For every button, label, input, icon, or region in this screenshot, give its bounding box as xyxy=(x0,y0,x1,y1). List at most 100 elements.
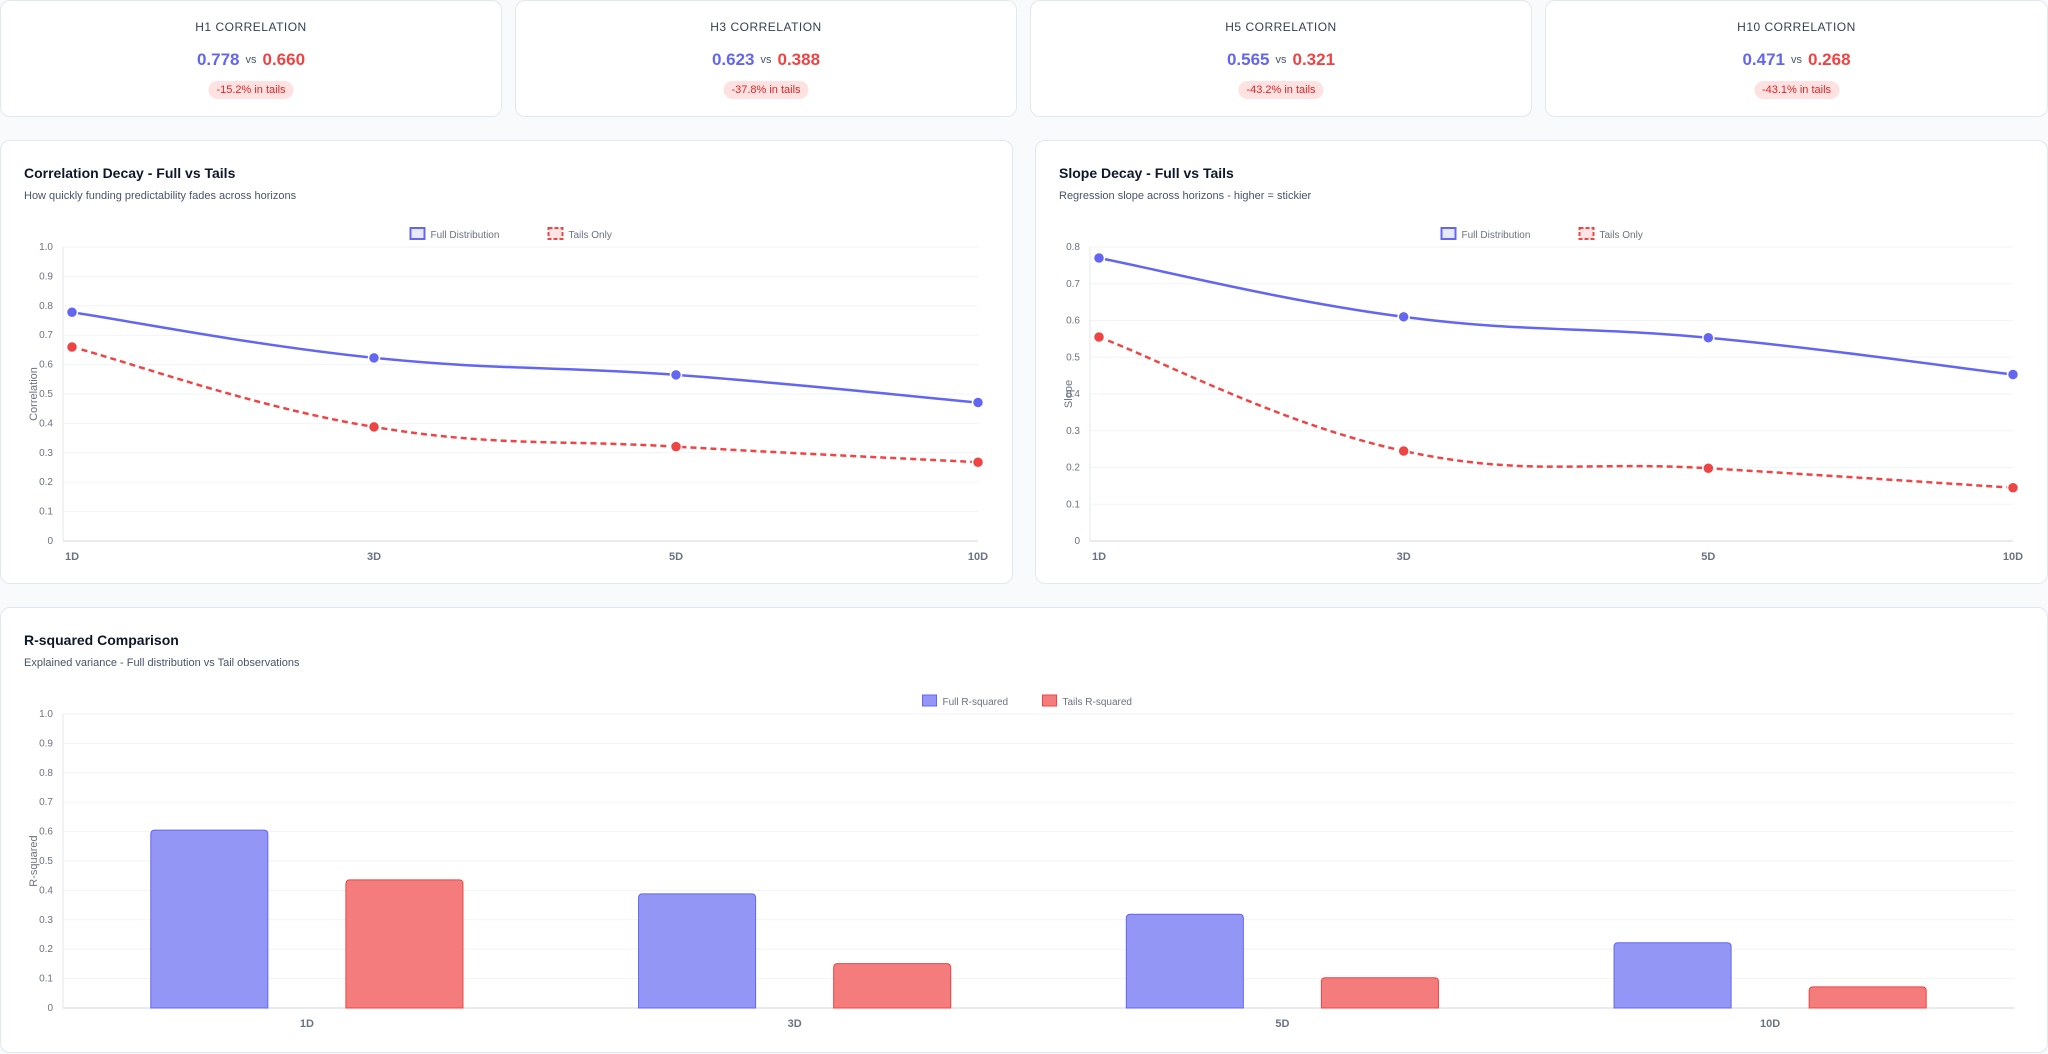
data-point-full xyxy=(669,368,683,382)
data-point-tails xyxy=(1092,330,1106,344)
series-line-tails xyxy=(1098,335,2014,489)
y-tick-label: 0.8 xyxy=(1066,242,1080,253)
y-tick-label: 0.5 xyxy=(1066,352,1080,363)
stat-label: H10 CORRELATION xyxy=(1737,20,1856,34)
stat-values: 0.623 vs 0.388 xyxy=(516,50,1016,70)
legend-label-full: Full Distribution xyxy=(431,230,500,241)
y-tick-label: 0.3 xyxy=(39,448,53,459)
data-point-full xyxy=(65,306,79,319)
stat-change-badge: -37.8% in tails xyxy=(723,81,809,99)
x-tick-label: 1D xyxy=(300,1018,314,1030)
stat-tails-value: 0.268 xyxy=(1808,50,1851,69)
legend-label-tails: Tails Only xyxy=(569,230,612,241)
stat-full-value: 0.471 xyxy=(1742,50,1785,69)
stat-values: 0.565 vs 0.321 xyxy=(1031,50,1531,70)
stat-card-h10: H10 CORRELATION 0.471 vs 0.268 -43.1% in t… xyxy=(1545,0,2048,117)
stat-vs: vs xyxy=(245,54,257,66)
y-tick-label: 0.2 xyxy=(39,944,53,955)
slope-decay-chart: 0 0.1 0.2 0.3 0.4 0.5 0.6 0.7 0.8 1D 3D 5D 10D Slope F… xyxy=(1063,227,2023,563)
y-tick-label: 0.7 xyxy=(1066,279,1080,290)
y-tick-label: 0 xyxy=(1074,536,1080,547)
y-tick-label: 0.9 xyxy=(39,738,53,749)
y-tick-label: 0.8 xyxy=(39,301,53,312)
y-axis-title: Correlation xyxy=(28,367,40,421)
bar-tails xyxy=(345,879,464,1009)
stat-change-badge: -43.2% in tails xyxy=(1238,81,1324,99)
y-tick-label: 1.0 xyxy=(39,242,53,253)
y-tick-label: 0 xyxy=(47,1003,53,1014)
chart-subtitle: Regression slope across horizons - highe… xyxy=(1059,190,1312,202)
chart-title: Correlation Decay - Full vs Tails xyxy=(24,165,236,181)
legend-label-full: Full Distribution xyxy=(1462,230,1531,241)
chart-title: Slope Decay - Full vs Tails xyxy=(1059,165,1234,181)
x-tick-label: 5D xyxy=(1275,1018,1289,1030)
stat-card-h1: H1 CORRELATION 0.778 vs 0.660 -15.2% in ta… xyxy=(0,0,502,117)
data-point-tails xyxy=(971,455,985,469)
bar-tails xyxy=(833,963,952,1009)
series-line-tails xyxy=(71,345,979,464)
stat-card-h5: H5 CORRELATION 0.565 vs 0.321 -43.2% in ta… xyxy=(1030,0,1532,117)
stat-label: H5 CORRELATION xyxy=(1225,20,1337,34)
bar-full xyxy=(150,829,269,1009)
stat-label: H3 CORRELATION xyxy=(710,20,822,34)
chart-subtitle: Explained variance - Full distribution v… xyxy=(24,657,300,669)
x-tick-label: 5D xyxy=(669,551,683,563)
bar-full xyxy=(1125,913,1244,1009)
correlation-decay-chart: 0 0.1 0.2 0.3 0.4 0.5 0.6 0.7 0.8 0.9 1.0 1D 3D 5D 10D… xyxy=(28,227,988,563)
x-tick-label: 3D xyxy=(367,551,381,563)
y-tick-label: 0.9 xyxy=(39,271,53,282)
data-point-full xyxy=(2006,368,2020,381)
data-point-full xyxy=(1092,251,1106,265)
x-tick-label: 10D xyxy=(968,551,988,563)
stat-full-value: 0.623 xyxy=(711,50,755,69)
legend-label-tails: Tails R-squared xyxy=(1063,697,1132,708)
data-point-full xyxy=(971,396,985,409)
y-tick-label: 0.2 xyxy=(39,477,53,488)
stat-vs: vs xyxy=(1275,54,1287,66)
x-tick-label: 1D xyxy=(1092,551,1106,563)
y-tick-label: 1.0 xyxy=(39,709,53,720)
data-point-tails xyxy=(2006,481,2020,494)
data-point-full xyxy=(1397,310,1410,324)
stat-tails-value: 0.388 xyxy=(777,50,821,69)
y-tick-label: 0.5 xyxy=(39,856,53,867)
legend-label-full: Full R-squared xyxy=(943,697,1009,708)
legend-swatch-tails xyxy=(1578,227,1595,240)
y-axis-title: R-squared xyxy=(28,835,40,886)
y-axis-title: Slope xyxy=(1063,380,1075,408)
data-point-tails xyxy=(1702,461,1715,475)
legend-swatch-tails xyxy=(1042,694,1057,707)
correlation-decay-card: Correlation Decay - Full vs Tails How qu… xyxy=(0,140,1013,584)
chart-title: R-squared Comparison xyxy=(24,632,179,648)
x-tick-label: 1D xyxy=(65,551,79,563)
bar-tails xyxy=(1320,977,1439,1009)
y-tick-label: 0.1 xyxy=(1066,499,1080,510)
y-tick-label: 0.3 xyxy=(1066,426,1080,437)
series-line-full xyxy=(71,311,979,404)
stat-change-badge: -43.1% in tails xyxy=(1753,81,1840,99)
y-tick-label: 0.3 xyxy=(39,915,53,926)
slope-decay-card: Slope Decay - Full vs Tails Regression s… xyxy=(1035,140,2048,584)
y-tick-label: 0 xyxy=(47,536,53,547)
chart-subtitle: How quickly funding predictability fades… xyxy=(24,190,297,202)
x-tick-label: 3D xyxy=(788,1018,802,1030)
y-tick-label: 0.4 xyxy=(1066,389,1080,400)
y-tick-label: 0.1 xyxy=(39,507,53,518)
y-tick-label: 0.8 xyxy=(39,768,53,779)
y-tick-label: 0.7 xyxy=(39,330,53,341)
bar-full xyxy=(1613,942,1732,1009)
stat-vs: vs xyxy=(1791,54,1802,66)
x-tick-label: 10D xyxy=(2003,551,2023,563)
legend-swatch-full xyxy=(409,227,426,240)
series-line-full xyxy=(1098,256,2014,376)
y-tick-label: 0.2 xyxy=(1066,463,1080,474)
data-point-tails xyxy=(65,340,79,354)
stat-tails-value: 0.321 xyxy=(1292,50,1336,69)
stat-vs: vs xyxy=(760,54,772,66)
stat-full-value: 0.778 xyxy=(196,50,240,69)
y-tick-label: 0.4 xyxy=(39,885,53,896)
y-tick-label: 0.6 xyxy=(39,827,53,838)
x-tick-label: 5D xyxy=(1701,551,1715,563)
stat-tails-value: 0.660 xyxy=(262,50,306,69)
legend-swatch-full xyxy=(1440,227,1457,240)
